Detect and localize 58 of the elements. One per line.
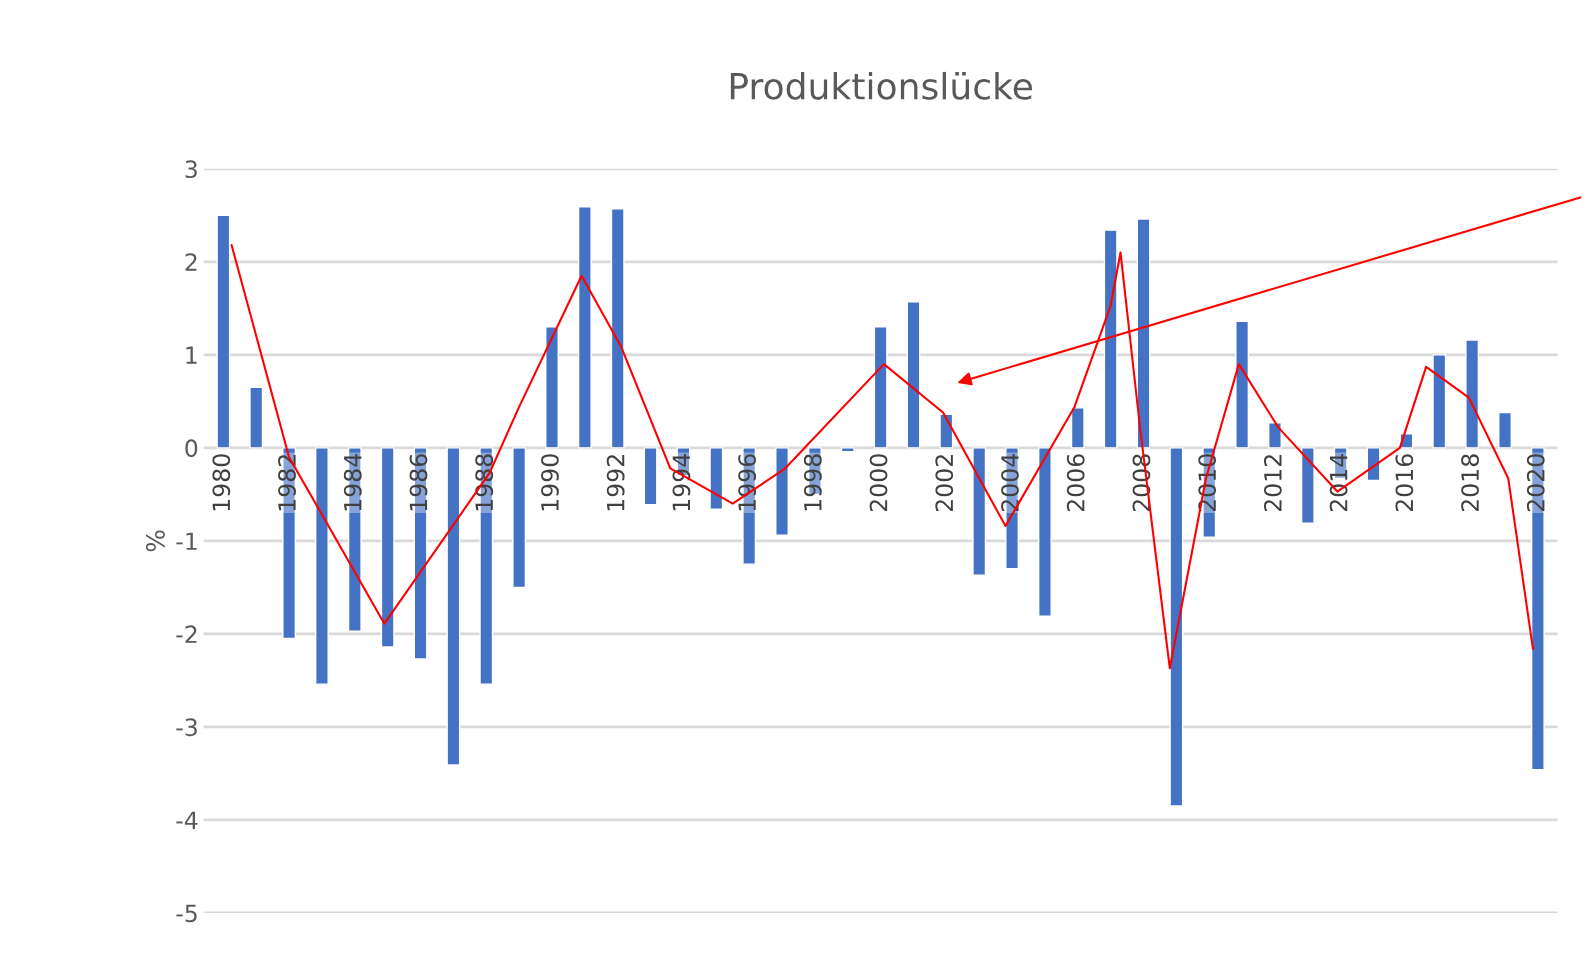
- bar: [610, 208, 625, 449]
- bar: [1103, 229, 1118, 449]
- bar: [1136, 218, 1151, 449]
- bar: [709, 447, 724, 510]
- x-tick-label: 2000: [869, 454, 888, 512]
- y-tick-label: -3: [176, 718, 197, 737]
- y-tick-label: -2: [176, 625, 197, 643]
- y-tick-label: -4: [176, 811, 198, 829]
- bar: [1300, 447, 1315, 524]
- bar: [643, 447, 658, 506]
- chart-title: Produktionslücke: [730, 71, 1032, 100]
- y-tick-label: -1: [176, 532, 197, 550]
- bar: [775, 447, 789, 536]
- y-tick-label: 3: [185, 160, 197, 179]
- x-tick-label: 2004: [1001, 454, 1019, 512]
- y-tick-label: 1: [186, 346, 197, 364]
- bar: [939, 413, 954, 449]
- y-tick-label: 2: [185, 253, 197, 271]
- y-tick-label: 0: [185, 439, 198, 458]
- bar: [840, 447, 855, 453]
- x-tick-label: 2016: [1395, 454, 1414, 512]
- x-tick-label: 2014: [1329, 454, 1348, 512]
- bar: [512, 447, 527, 589]
- x-tick-label: 1998: [803, 454, 822, 511]
- bar: [1432, 354, 1447, 449]
- bar: [1465, 339, 1480, 449]
- x-tick-label: 1986: [409, 454, 428, 511]
- bar: [545, 326, 559, 449]
- bar: [577, 206, 592, 449]
- x-tick-label: 1982: [278, 455, 296, 511]
- bar: [315, 447, 329, 685]
- x-tick-label: 2012: [1263, 455, 1282, 512]
- y-tick-label: -5: [176, 904, 197, 923]
- x-tick-label: 2020: [1526, 454, 1545, 512]
- x-tick-label: 2006: [1066, 454, 1085, 512]
- x-tick-label: 1988: [475, 454, 494, 511]
- bar: [1169, 447, 1184, 807]
- bar: [1070, 407, 1085, 449]
- bar: [1235, 320, 1250, 449]
- bar: [1268, 422, 1282, 449]
- x-tick-label: 2018: [1461, 454, 1479, 512]
- bar: [380, 447, 395, 648]
- x-tick-label: 1980: [212, 454, 231, 511]
- x-tick-label: 2002: [935, 455, 954, 512]
- x-tick-label: 1996: [738, 454, 757, 511]
- bar: [972, 447, 987, 576]
- x-tick-label: 1992: [606, 455, 625, 511]
- bar: [249, 386, 264, 449]
- bar: [873, 326, 888, 449]
- x-tick-label: 1990: [540, 454, 559, 511]
- bar: [1037, 447, 1052, 617]
- bar: [1498, 411, 1512, 449]
- bar: [446, 447, 461, 766]
- bar: [906, 301, 921, 449]
- bar: [216, 214, 231, 449]
- x-tick-label: 1994: [672, 454, 691, 511]
- y-axis-title: %: [145, 530, 165, 552]
- x-tick-label: 1984: [343, 454, 362, 511]
